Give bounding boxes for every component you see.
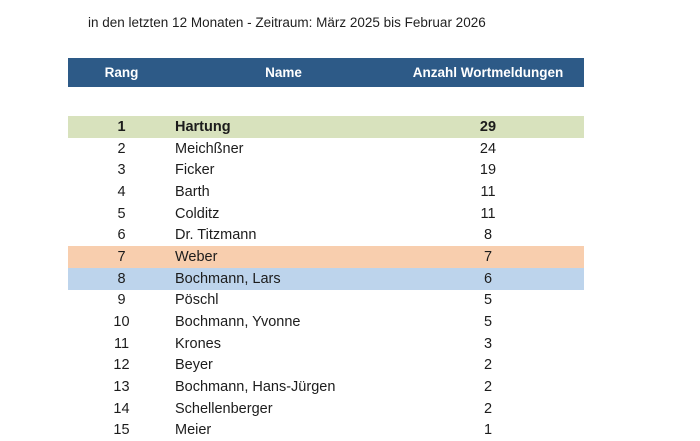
count-cell: 5 (483, 292, 493, 309)
table-row: 10 Bochmann, Yvonne 5 (68, 311, 584, 333)
rank-cell: 15 (113, 422, 130, 439)
rank-cell: 6 (117, 227, 126, 244)
rank-cell: 11 (113, 335, 130, 352)
name-cell: Bochmann, Yvonne (175, 314, 301, 331)
count-cell: 2 (483, 379, 493, 396)
name-cell: Hartung (175, 118, 231, 135)
table-row: 2 Meichßner 24 (68, 138, 584, 160)
table-row: 14 Schellenberger 2 (68, 398, 584, 420)
name-cell: Dr. Titzmann (175, 227, 257, 244)
table-body: 1 Hartung 29 2 Meichßner 24 3 Ficker 19 … (68, 116, 584, 441)
count-cell: 29 (479, 118, 497, 135)
table-row: 1 Hartung 29 (68, 116, 584, 138)
name-cell: Bochmann, Lars (175, 270, 281, 287)
table-row: 4 Barth 11 (68, 181, 584, 203)
table-row: 7 Weber 7 (68, 246, 584, 268)
column-header-name: Name (265, 65, 302, 80)
rank-cell: 1 (117, 118, 126, 135)
table-row: 11 Krones 3 (68, 333, 584, 355)
count-cell: 1 (483, 422, 493, 439)
name-cell: Weber (175, 248, 218, 265)
rank-cell: 7 (117, 248, 126, 265)
count-cell: 2 (483, 400, 493, 417)
table-row: 15 Meier 1 (68, 420, 584, 441)
rank-cell: 5 (117, 205, 126, 222)
count-cell: 11 (480, 183, 496, 200)
table-row: 9 Pöschl 5 (68, 290, 584, 312)
name-cell: Meier (175, 422, 212, 439)
name-cell: Barth (175, 183, 210, 200)
rank-cell: 10 (113, 314, 130, 331)
count-cell: 24 (479, 140, 497, 157)
table-row: 13 Bochmann, Hans-Jürgen 2 (68, 376, 584, 398)
table-row: 8 Bochmann, Lars 6 (68, 267, 584, 290)
table-row: 12 Beyer 2 (68, 355, 584, 377)
rank-cell: 9 (117, 292, 126, 309)
name-cell: Ficker (175, 162, 215, 179)
count-cell: 11 (480, 205, 496, 222)
column-header-count: Anzahl Wortmeldungen (412, 65, 564, 80)
name-cell: Colditz (175, 205, 220, 222)
table-header-row: Rang Name Anzahl Wortmeldungen (68, 58, 584, 87)
table-row: 6 Dr. Titzmann 8 (68, 224, 584, 246)
rank-cell: 8 (117, 270, 126, 287)
name-cell: Schellenberger (175, 400, 273, 417)
column-header-rank: Rang (104, 65, 139, 80)
rank-cell: 4 (117, 183, 126, 200)
table-row: 5 Colditz 11 (68, 203, 584, 225)
count-cell: 19 (479, 162, 497, 179)
count-cell: 7 (483, 248, 493, 265)
count-cell: 6 (483, 270, 493, 287)
table-row: 3 Ficker 19 (68, 159, 584, 181)
rank-cell: 12 (113, 357, 130, 374)
name-cell: Meichßner (175, 140, 244, 157)
rank-cell: 13 (113, 379, 130, 396)
name-cell: Beyer (175, 357, 213, 374)
count-cell: 2 (483, 357, 493, 374)
rank-cell: 3 (117, 162, 126, 179)
report-subtitle: in den letzten 12 Monaten - Zeitraum: Mä… (88, 15, 486, 30)
count-cell: 5 (483, 314, 493, 331)
count-cell: 8 (483, 227, 493, 244)
name-cell: Krones (175, 335, 221, 352)
count-cell: 3 (483, 335, 493, 352)
name-cell: Bochmann, Hans-Jürgen (175, 379, 336, 396)
rank-cell: 2 (117, 140, 126, 157)
name-cell: Pöschl (175, 292, 219, 309)
rank-cell: 14 (113, 400, 130, 417)
